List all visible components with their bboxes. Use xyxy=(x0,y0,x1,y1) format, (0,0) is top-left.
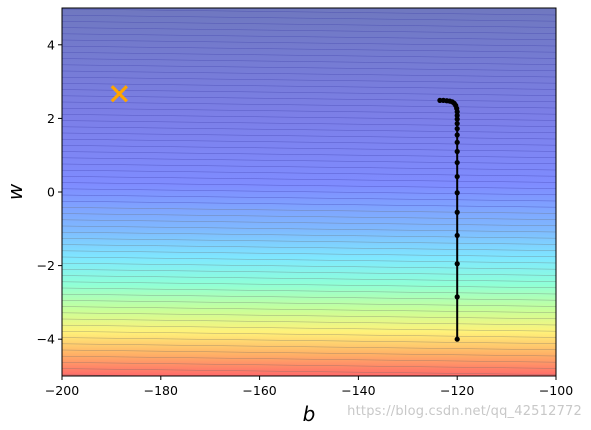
contour-line xyxy=(62,275,556,282)
contour-line xyxy=(62,269,556,276)
contour-line xyxy=(62,64,556,72)
contour-line xyxy=(62,151,556,158)
contour-line xyxy=(62,45,556,53)
contour-line xyxy=(62,318,556,326)
contour-line xyxy=(62,27,556,34)
y-tick-label: −2 xyxy=(37,258,55,273)
contour-line xyxy=(62,163,556,171)
descent-point xyxy=(454,159,460,166)
contour-line xyxy=(62,213,556,220)
descent-point xyxy=(454,190,460,196)
x-axis: −200 −180 −160 −140 −120 −100 xyxy=(45,376,573,398)
descent-point xyxy=(454,336,460,342)
descent-point xyxy=(454,173,460,180)
descent-point xyxy=(437,97,443,103)
x-axis-label: b xyxy=(303,402,316,426)
contour-line xyxy=(62,287,556,295)
contour-line xyxy=(62,52,556,59)
contour-line xyxy=(62,194,556,202)
watermark: https://blog.csdn.net/qq_42512772 xyxy=(347,404,582,419)
y-tick-label: −4 xyxy=(37,332,55,347)
contour-line xyxy=(62,250,556,258)
descent-point xyxy=(454,126,460,132)
x-tick-label: −200 xyxy=(45,383,79,398)
contour-line xyxy=(62,343,556,351)
contour-line xyxy=(62,281,556,289)
contour-line xyxy=(62,126,556,134)
descent-point xyxy=(454,120,460,127)
contour-line xyxy=(62,95,556,103)
contour-line xyxy=(62,238,556,245)
contour-line xyxy=(62,349,556,357)
descent-point xyxy=(454,294,460,300)
descent-point xyxy=(454,139,460,145)
contour-line xyxy=(62,8,556,16)
y-axis-label: w xyxy=(3,183,27,200)
descent-point xyxy=(454,148,460,155)
contour-line xyxy=(62,76,556,84)
optimum-marker-stroke xyxy=(110,85,128,103)
descent-point xyxy=(454,209,460,215)
contour-line xyxy=(62,331,556,338)
contour-line xyxy=(62,312,556,320)
contour-line xyxy=(62,262,556,270)
contour-line xyxy=(62,293,556,301)
y-tick-label: 2 xyxy=(47,111,55,126)
contour-line xyxy=(62,14,556,22)
contour-line xyxy=(62,145,556,152)
contour-line xyxy=(62,120,556,127)
contour-line xyxy=(62,89,556,96)
descent-point xyxy=(454,112,460,119)
contour-line xyxy=(62,114,556,121)
contour-line xyxy=(62,300,556,307)
x-tick-label: −140 xyxy=(341,383,375,398)
contour-line xyxy=(62,244,556,251)
descent-point xyxy=(454,116,460,122)
contour-line xyxy=(62,58,556,65)
descent-point xyxy=(454,132,460,138)
contour-line xyxy=(62,83,556,90)
contour-line xyxy=(62,39,556,47)
descent-path xyxy=(437,97,460,342)
x-tick-label: −120 xyxy=(440,383,474,398)
contour-line xyxy=(62,138,556,146)
contour-line xyxy=(62,101,556,109)
contour-line xyxy=(62,21,556,28)
x-tick-label: −100 xyxy=(539,383,573,398)
optimum-marker xyxy=(110,85,128,103)
contour-line xyxy=(62,132,556,140)
contour-line xyxy=(62,225,556,233)
contour-line xyxy=(62,231,556,239)
contour-lines xyxy=(62,8,556,376)
contour-line xyxy=(62,70,556,78)
contour-line xyxy=(62,219,556,227)
contour-line xyxy=(62,306,556,313)
contour-line xyxy=(62,256,556,264)
contour-line xyxy=(62,182,556,189)
contour-line xyxy=(62,107,556,115)
descent-point xyxy=(454,261,460,267)
contour-line xyxy=(62,324,556,332)
contour-line xyxy=(62,200,556,208)
contour-line xyxy=(62,362,556,369)
contour-line xyxy=(62,368,556,375)
contour-line xyxy=(62,355,556,363)
descent-point xyxy=(454,232,460,239)
contour-line xyxy=(62,188,556,196)
contour-line xyxy=(62,337,556,344)
contour-line xyxy=(62,207,556,214)
y-tick-label: 0 xyxy=(47,185,55,200)
contour-line xyxy=(62,176,556,183)
contour-line xyxy=(62,33,556,41)
x-tick-label: −160 xyxy=(242,383,276,398)
contour-line xyxy=(62,157,556,165)
y-tick-label: 4 xyxy=(47,37,55,52)
contour-line xyxy=(62,169,556,177)
y-axis: −4 −2 0 2 4 xyxy=(37,37,62,347)
x-tick-label: −180 xyxy=(144,383,178,398)
